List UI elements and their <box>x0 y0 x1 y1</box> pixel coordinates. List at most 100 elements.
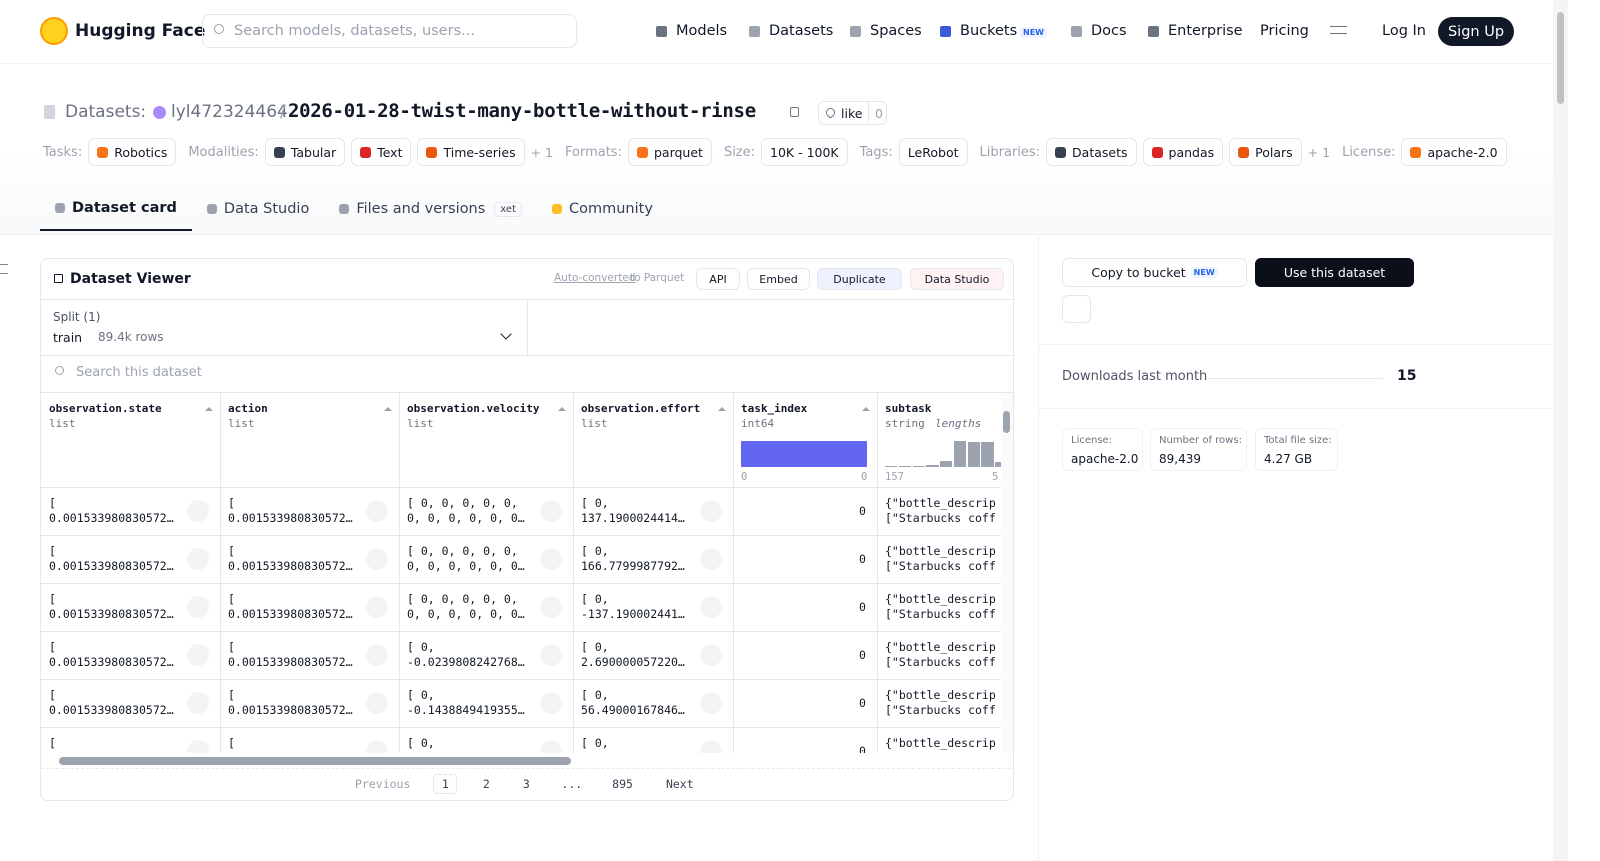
expand-button[interactable] <box>700 644 722 666</box>
viewer-action[interactable]: Duplicate <box>817 268 902 290</box>
tag-chip[interactable]: Polars <box>1229 138 1302 166</box>
expand-button[interactable] <box>366 644 388 666</box>
expand-button[interactable] <box>700 692 722 714</box>
tag-more[interactable]: + 1 <box>530 144 553 160</box>
tag-group-label: Tags: <box>859 144 893 160</box>
page-link[interactable]: 3 <box>522 777 530 791</box>
sort-icon[interactable] <box>384 403 392 411</box>
col-name[interactable]: action <box>228 402 268 415</box>
tag-chip[interactable]: Robotics <box>88 138 177 166</box>
page-link[interactable]: ... <box>561 777 583 791</box>
like-button[interactable]: like 0 <box>818 101 887 125</box>
nav-link[interactable]: Models <box>676 23 728 39</box>
expand-button[interactable] <box>187 740 209 753</box>
nav-link[interactable]: Pricing <box>1260 23 1309 39</box>
expand-button[interactable] <box>540 548 562 570</box>
tag-chip[interactable]: Datasets <box>1046 138 1137 166</box>
split-border <box>41 355 1013 356</box>
tab[interactable]: Files and versions xet <box>324 200 537 231</box>
converted-link[interactable]: Auto-converted <box>554 272 636 284</box>
expand-button[interactable] <box>366 500 388 522</box>
tag-chip[interactable]: Tabular <box>264 138 346 166</box>
cell-text: [ 0, 0, 0, 0, 0, <box>407 592 518 606</box>
col-name[interactable]: observation.state <box>49 402 162 415</box>
copy-icon[interactable] <box>790 107 799 117</box>
expand-button[interactable] <box>540 596 562 618</box>
tab-icon <box>206 204 217 214</box>
expand-button[interactable] <box>700 500 722 522</box>
nav-link[interactable]: Datasets <box>769 23 834 39</box>
use-dataset[interactable]: Use this dataset <box>1255 258 1414 287</box>
expand-button[interactable] <box>187 548 209 570</box>
brand[interactable]: Hugging Face <box>75 21 206 41</box>
repo-owner[interactable]: lyl472324464 <box>171 102 288 122</box>
tag-chip[interactable]: 10K - 100K <box>761 138 848 166</box>
expand-button[interactable] <box>187 692 209 714</box>
expand-button[interactable] <box>700 548 722 570</box>
tab[interactable]: Dataset card <box>40 200 192 231</box>
viewer-action[interactable]: Embed <box>747 268 810 290</box>
sort-icon[interactable] <box>718 403 726 411</box>
nav-link[interactable]: Enterprise <box>1168 23 1243 39</box>
nav-link[interactable]: Docs <box>1091 23 1127 39</box>
expand-button[interactable] <box>366 548 388 570</box>
cell-number: 0 <box>859 600 866 614</box>
tab[interactable]: Community <box>537 200 668 231</box>
page-link[interactable]: 895 <box>612 777 633 791</box>
expand-button[interactable] <box>366 740 388 753</box>
expand-button[interactable] <box>366 596 388 618</box>
split-chevron[interactable] <box>500 328 512 340</box>
tag-text: Polars <box>1255 144 1293 160</box>
cell-text: 0.001533980830572… <box>49 655 174 669</box>
expand-button[interactable] <box>540 692 562 714</box>
page-link[interactable]: 2 <box>482 777 490 791</box>
more-button[interactable] <box>1062 295 1091 323</box>
signup[interactable]: Sign Up <box>1438 17 1514 46</box>
split-name[interactable]: train <box>53 330 83 345</box>
sort-icon[interactable] <box>862 403 870 411</box>
sort-icon[interactable] <box>205 403 213 411</box>
viewer-search[interactable]: Search this dataset <box>76 365 202 380</box>
page-next[interactable]: Next <box>665 777 694 791</box>
col-name[interactable]: subtask <box>885 402 932 415</box>
expand-button[interactable] <box>540 644 562 666</box>
tag-chip[interactable]: Text <box>351 138 412 166</box>
expand-button[interactable] <box>700 740 722 753</box>
cell-text: [ 0, 0, 0, 0, 0, <box>407 496 518 510</box>
menu-toggle[interactable] <box>0 264 8 274</box>
page-link[interactable]: 1 <box>433 774 458 794</box>
expand-button[interactable] <box>187 644 209 666</box>
tag-chip[interactable]: Time-series <box>417 138 525 166</box>
nav-link[interactable]: Buckets <box>960 23 1018 39</box>
tab[interactable]: Data Studio <box>192 200 324 231</box>
expand-button[interactable] <box>187 596 209 618</box>
expand-button[interactable] <box>540 500 562 522</box>
expand-button[interactable] <box>540 740 562 753</box>
tag-chip[interactable]: apache-2.0 <box>1401 138 1507 166</box>
page-previous[interactable]: Previous <box>355 777 411 791</box>
col-name[interactable]: observation.velocity <box>407 402 540 415</box>
tag-text: 10K - 100K <box>770 144 839 160</box>
tag-chip[interactable]: LeRobot <box>898 138 968 166</box>
cell-text: [ <box>49 640 56 654</box>
expand-button[interactable] <box>700 596 722 618</box>
tag-more[interactable]: + 1 <box>1307 144 1331 160</box>
nav-more[interactable] <box>1330 26 1347 34</box>
col-name[interactable]: observation.effort <box>581 402 701 415</box>
viewer-action[interactable]: Data Studio <box>910 268 1004 290</box>
tag-chip[interactable]: pandas <box>1142 138 1224 166</box>
search-box[interactable]: Search models, datasets, users... <box>202 14 577 48</box>
col-border <box>220 393 221 753</box>
nav-link[interactable]: Spaces <box>870 23 922 39</box>
pagination: Previous 1 2 3... 895 Next <box>355 774 694 794</box>
stat-label: Total file size: <box>1264 435 1332 446</box>
login[interactable]: Log In <box>1382 23 1426 39</box>
sort-icon[interactable] <box>558 403 566 411</box>
tag-chip[interactable]: parquet <box>627 138 712 166</box>
viewer-action[interactable]: API <box>696 268 740 290</box>
copy-to-bucket[interactable]: Copy to bucket NEW <box>1062 258 1247 287</box>
col-name[interactable]: task_index <box>741 402 808 415</box>
expand-button[interactable] <box>366 692 388 714</box>
expand-button[interactable] <box>187 500 209 522</box>
repo-name[interactable]: 2026-01-28-twist-many-bottle-without-rin… <box>288 100 756 122</box>
